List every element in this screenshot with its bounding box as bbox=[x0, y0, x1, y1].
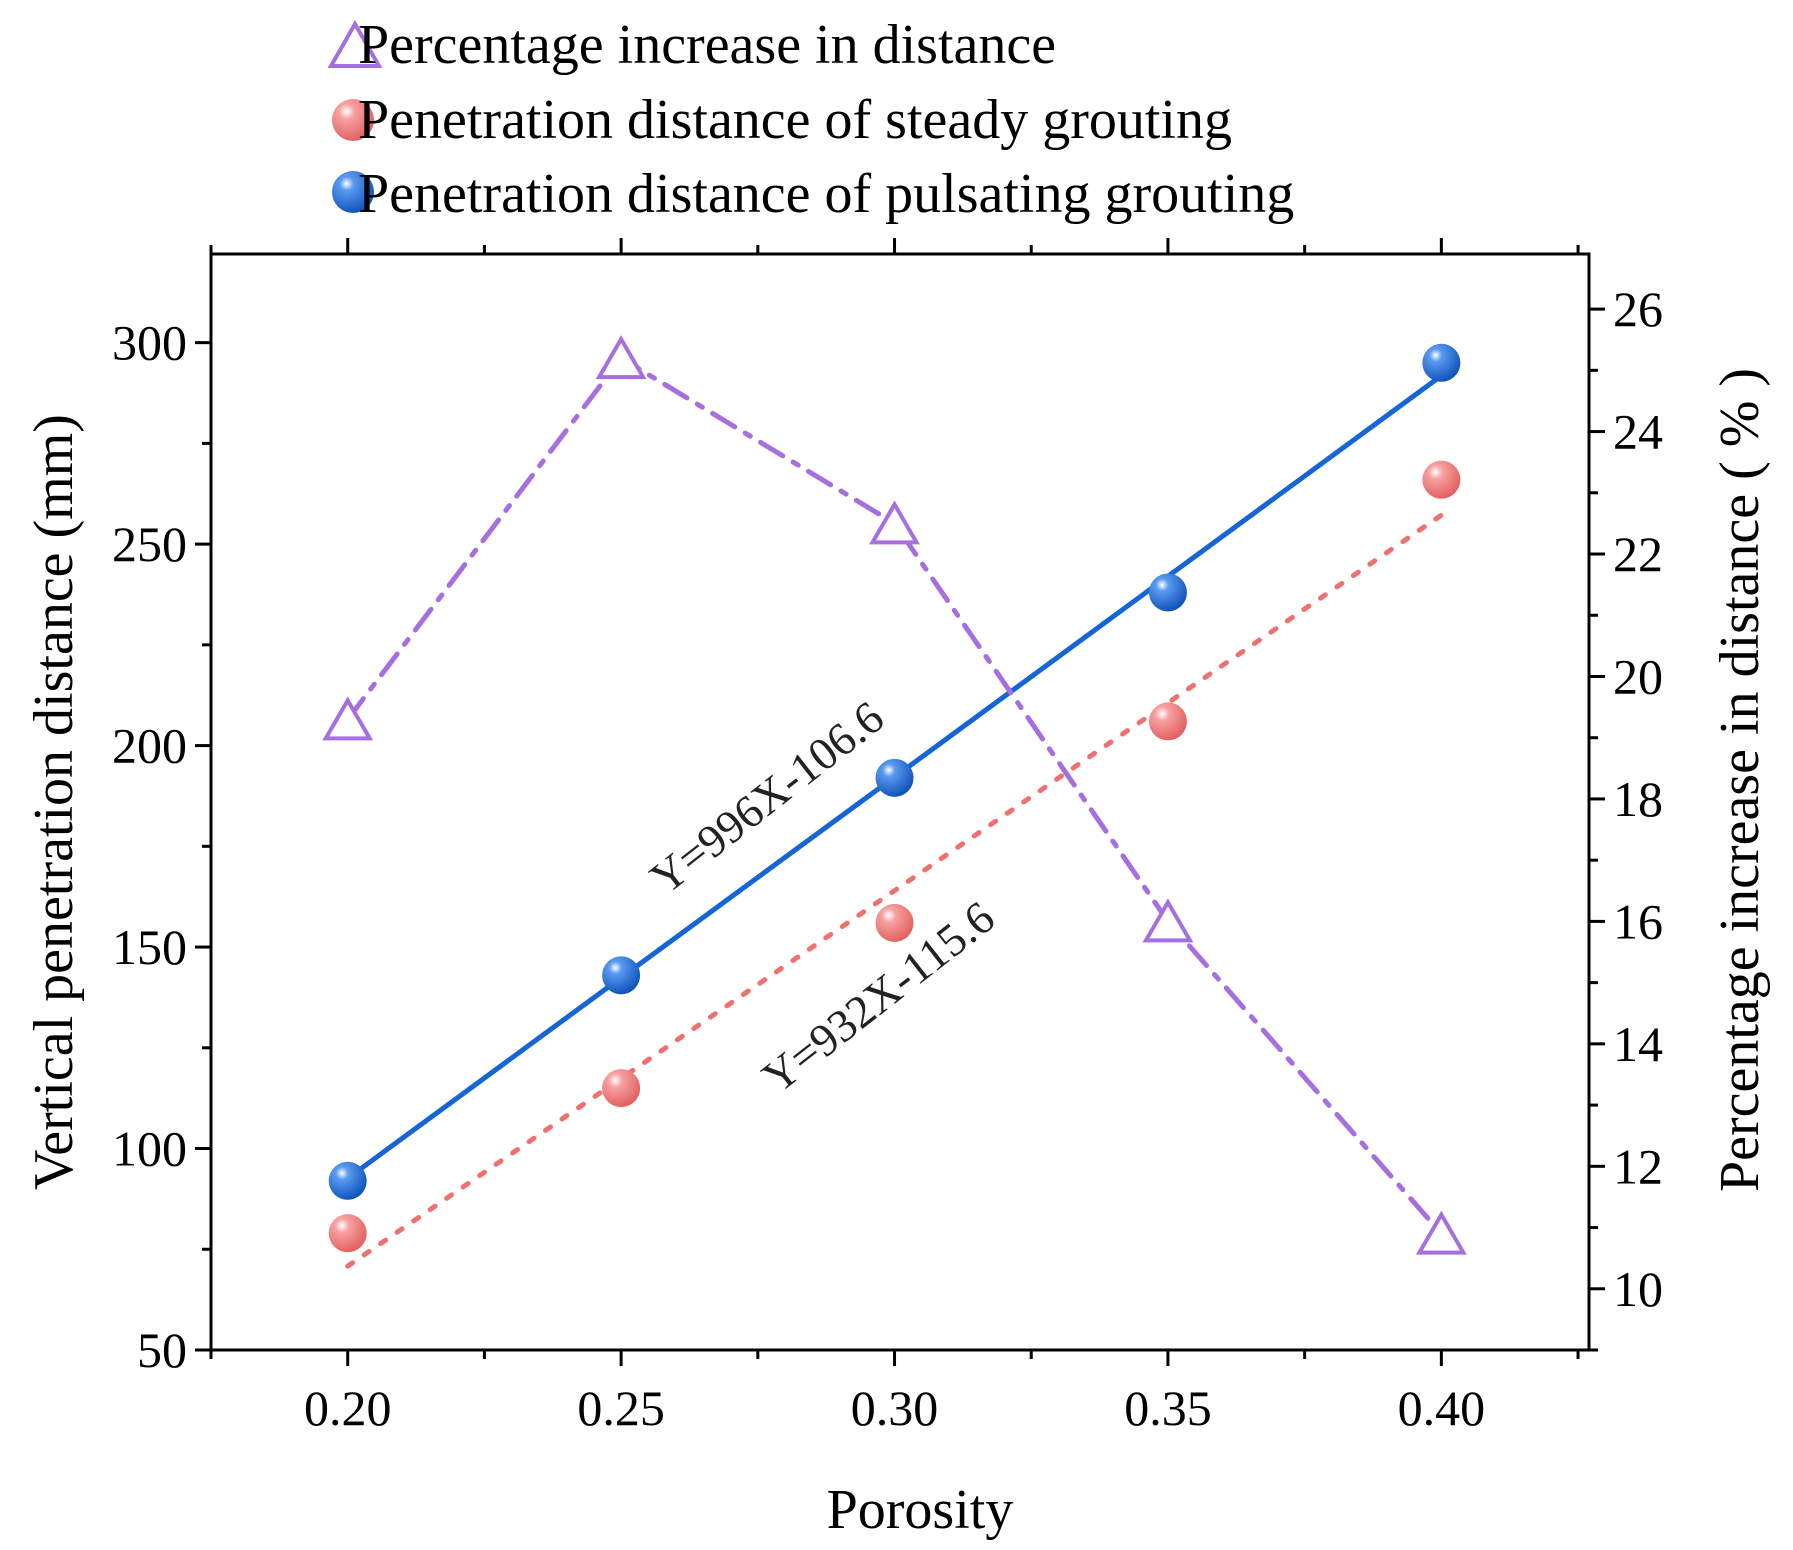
legend-item-pulsating: Penetration distance of pulsating grouti… bbox=[332, 163, 1294, 225]
legend-pulsating-marker bbox=[332, 171, 374, 213]
x-tick-label: 0.35 bbox=[1124, 1380, 1212, 1436]
x-tick-label: 0.40 bbox=[1398, 1380, 1486, 1436]
x-tick-label: 0.20 bbox=[304, 1380, 392, 1436]
legend: Percentage increase in distance Penetrat… bbox=[327, 14, 1294, 225]
steady-fit-line bbox=[345, 512, 1444, 1269]
legend-item-percentage: Percentage increase in distance bbox=[327, 14, 1056, 76]
plot-frame bbox=[209, 252, 1591, 1352]
percentage-point bbox=[1142, 898, 1194, 943]
y2-tick-label: 22 bbox=[1613, 526, 1663, 582]
steady-point bbox=[602, 1069, 641, 1108]
markers bbox=[322, 335, 1467, 1255]
y-axis-label: Vertical penetration distance (mm) bbox=[23, 414, 85, 1190]
pulsating-point bbox=[1422, 343, 1461, 382]
legend-label-percentage: Percentage increase in distance bbox=[358, 14, 1056, 76]
steady-point bbox=[875, 903, 914, 942]
steady-point bbox=[328, 1214, 367, 1253]
y-tick-label: 150 bbox=[112, 919, 187, 975]
x-axis-label: Porosity bbox=[827, 1479, 1014, 1541]
y2-tick-label: 12 bbox=[1613, 1138, 1663, 1194]
y2-tick-label: 26 bbox=[1613, 281, 1663, 337]
y2-tick-label: 20 bbox=[1613, 648, 1663, 704]
y-tick-label: 100 bbox=[112, 1121, 187, 1177]
percentage-point bbox=[1415, 1210, 1467, 1255]
y2-tick-label: 10 bbox=[1613, 1261, 1663, 1317]
percentage-point bbox=[869, 500, 921, 545]
percentage-point bbox=[322, 696, 374, 741]
pulsating-point bbox=[328, 1161, 367, 1200]
steady-point bbox=[1148, 702, 1187, 741]
legend-item-steady: Penetration distance of steady grouting bbox=[332, 89, 1232, 151]
legend-label-steady: Penetration distance of steady grouting bbox=[358, 89, 1232, 151]
y2-tick-label: 18 bbox=[1613, 771, 1663, 827]
y-tick-label: 200 bbox=[112, 718, 187, 774]
y-tick-label: 300 bbox=[112, 315, 187, 371]
legend-steady-marker bbox=[332, 99, 374, 141]
x-tick-label: 0.30 bbox=[851, 1380, 939, 1436]
y2-axis-label: Percentage increase in distance ( % ) bbox=[1709, 368, 1771, 1192]
steady-point bbox=[1422, 460, 1461, 499]
y2-tick-label: 24 bbox=[1613, 404, 1663, 460]
pulsating-point bbox=[602, 956, 641, 995]
y-tick-label: 50 bbox=[137, 1322, 187, 1378]
legend-label-pulsating: Penetration distance of pulsating grouti… bbox=[358, 163, 1294, 225]
x-tick-label: 0.25 bbox=[577, 1380, 665, 1436]
pulsating-point bbox=[875, 758, 914, 797]
legend-triangle-marker bbox=[327, 19, 383, 68]
y2-tick-label: 14 bbox=[1613, 1016, 1663, 1072]
pulsating-point bbox=[1148, 573, 1187, 612]
ticks: 0.20 0.25 0.30 0.35 0.40 50 100 150 200 250 300 10 1… bbox=[112, 238, 1663, 1436]
y-tick-label: 250 bbox=[112, 516, 187, 572]
percentage-point bbox=[595, 335, 647, 380]
y2-tick-label: 16 bbox=[1613, 893, 1663, 949]
